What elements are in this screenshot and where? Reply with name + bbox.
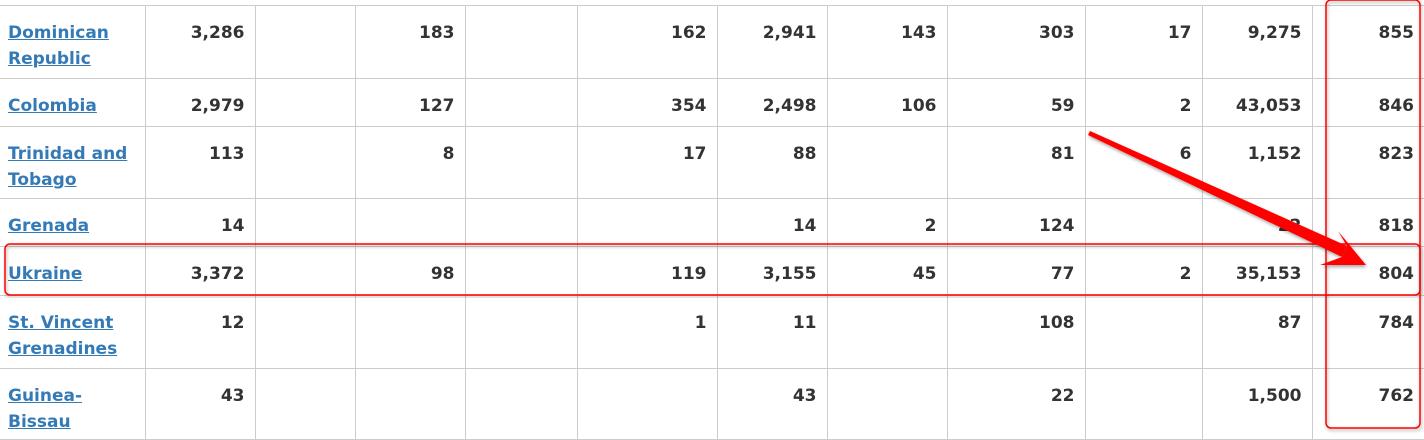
- stat-cell: 12: [144, 295, 256, 369]
- country-cell: St. Vincent Grenadines: [0, 295, 146, 369]
- country-link[interactable]: Colombia: [8, 96, 97, 116]
- country-cell: Guinea-Bissau: [0, 368, 146, 440]
- stat-cell: [464, 198, 578, 247]
- stat-cell: 88: [716, 126, 828, 199]
- country-cell: Ukraine: [0, 246, 146, 296]
- stat-cell: 119: [576, 246, 718, 296]
- stat-cell: 22: [946, 368, 1086, 440]
- country-cell: Grenada: [0, 198, 146, 247]
- stat-cell: [464, 126, 578, 199]
- stat-cell: [464, 295, 578, 369]
- stat-cell: 183: [354, 5, 466, 79]
- stat-cell: [354, 295, 466, 369]
- stat-cell: 43,053: [1201, 78, 1313, 127]
- stat-cell: [354, 368, 466, 440]
- country-link[interactable]: Guinea-Bissau: [8, 386, 83, 432]
- stat-cell: 2,498: [716, 78, 828, 127]
- stat-cell: 106: [826, 78, 948, 127]
- stat-cell: 823: [1311, 126, 1424, 199]
- table-row: Trinidad and Tobago 113 8 17 88 81 6 1,152 823: [0, 126, 1424, 199]
- country-link[interactable]: Grenada: [8, 216, 90, 236]
- stat-cell: 855: [1311, 5, 1424, 79]
- table-row: Colombia 2,979 127 354 2,498 106 59 2 43,053 846: [0, 78, 1424, 127]
- stat-cell: [254, 126, 356, 199]
- stat-cell: 303: [946, 5, 1086, 79]
- stat-cell: 3,155: [716, 246, 828, 296]
- stat-cell: 162: [576, 5, 718, 79]
- stat-cell: 14: [144, 198, 256, 247]
- stat-cell: [464, 5, 578, 79]
- stat-cell: 2: [1084, 78, 1203, 127]
- stat-cell: 22: [1201, 198, 1313, 247]
- stat-cell: 2,941: [716, 5, 828, 79]
- stat-cell: 14: [716, 198, 828, 247]
- stat-cell: [1084, 295, 1203, 369]
- stat-cell: 2,979: [144, 78, 256, 127]
- stat-cell: [1084, 368, 1203, 440]
- stat-cell: [254, 198, 356, 247]
- stat-cell: 17: [576, 126, 718, 199]
- country-cell: Colombia: [0, 78, 146, 127]
- country-stats-table: Dominican Republic 3,286 183 162 2,941 143 303…: [0, 5, 1424, 440]
- stat-cell: 804: [1311, 246, 1424, 296]
- stat-cell: 8: [354, 126, 466, 199]
- stat-cell: 784: [1311, 295, 1424, 369]
- stat-cell: [464, 368, 578, 440]
- stat-cell: [354, 198, 466, 247]
- stat-cell: 2: [826, 198, 948, 247]
- stat-cell: 45: [826, 246, 948, 296]
- country-cell: Dominican Republic: [0, 5, 146, 79]
- stat-cell: 354: [576, 78, 718, 127]
- stat-cell: 1: [576, 295, 718, 369]
- table-row: Guinea-Bissau 43 43 22 1,500 762: [0, 368, 1424, 440]
- stat-cell: [254, 5, 356, 79]
- stat-cell: [254, 78, 356, 127]
- stat-cell: 17: [1084, 5, 1203, 79]
- stat-cell: [826, 126, 948, 199]
- stat-cell: 98: [354, 246, 466, 296]
- stat-cell: [254, 295, 356, 369]
- stat-cell: 3,372: [144, 246, 256, 296]
- stat-cell: 127: [354, 78, 466, 127]
- stat-cell: 762: [1311, 368, 1424, 440]
- stat-cell: 81: [946, 126, 1086, 199]
- stat-cell: [1084, 198, 1203, 247]
- stat-cell: 6: [1084, 126, 1203, 199]
- stat-cell: 1,152: [1201, 126, 1313, 199]
- stat-cell: [254, 368, 356, 440]
- stat-cell: 143: [826, 5, 948, 79]
- stat-cell: [826, 295, 948, 369]
- stat-cell: 846: [1311, 78, 1424, 127]
- stat-cell: 9,275: [1201, 5, 1313, 79]
- stat-cell: [464, 78, 578, 127]
- stat-cell: 124: [946, 198, 1086, 247]
- stat-cell: [254, 246, 356, 296]
- stat-cell: [576, 368, 718, 440]
- stat-cell: 77: [946, 246, 1086, 296]
- stat-cell: 1,500: [1201, 368, 1313, 440]
- table-row: Dominican Republic 3,286 183 162 2,941 143 303…: [0, 5, 1424, 79]
- stat-cell: [826, 368, 948, 440]
- stat-cell: [576, 198, 718, 247]
- country-link[interactable]: St. Vincent Grenadines: [8, 313, 118, 359]
- stat-cell: 87: [1201, 295, 1313, 369]
- stat-cell: 3,286: [144, 5, 256, 79]
- stat-cell: 43: [716, 368, 828, 440]
- stat-cell: 35,153: [1201, 246, 1313, 296]
- country-link[interactable]: Ukraine: [8, 264, 83, 284]
- stat-cell: 113: [144, 126, 256, 199]
- country-link[interactable]: Dominican Republic: [8, 23, 109, 69]
- stat-cell: 43: [144, 368, 256, 440]
- stat-cell: [464, 246, 578, 296]
- stat-cell: 2: [1084, 246, 1203, 296]
- stat-cell: 59: [946, 78, 1086, 127]
- table-row: Ukraine 3,372 98 119 3,155 45 77 2 35,153 804: [0, 246, 1424, 296]
- country-cell: Trinidad and Tobago: [0, 126, 146, 199]
- country-link[interactable]: Trinidad and Tobago: [8, 144, 128, 190]
- stat-cell: 108: [946, 295, 1086, 369]
- table-row: St. Vincent Grenadines 12 1 11 108 87 784: [0, 295, 1424, 369]
- stat-cell: 818: [1311, 198, 1424, 247]
- table-row: Grenada 14 14 2 124 22 818: [0, 198, 1424, 247]
- stat-cell: 11: [716, 295, 828, 369]
